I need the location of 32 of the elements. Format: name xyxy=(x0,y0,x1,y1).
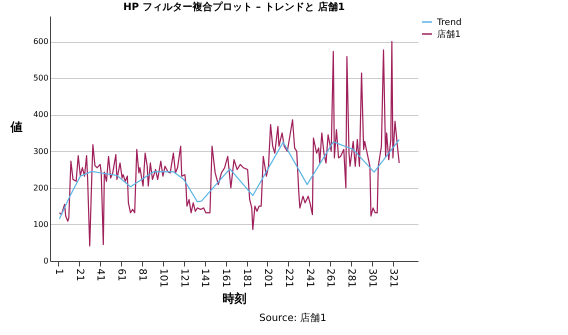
line-series xyxy=(58,138,400,220)
x-tick-label: 301 xyxy=(366,268,378,288)
legend-label: Trend xyxy=(436,18,462,28)
y-tick-label: 200 xyxy=(33,183,48,192)
y-tick-label: 600 xyxy=(33,37,48,46)
x-tick-label: 141 xyxy=(199,268,210,288)
y-tick-label: 0 xyxy=(43,256,48,266)
chart-title: HP フィルター複合プロット – トレンドと 店舗1 xyxy=(123,1,345,13)
y-tick-label: 100 xyxy=(33,220,48,229)
y-axis-title: 値 xyxy=(10,120,22,134)
y-tick-label: 400 xyxy=(33,110,48,120)
x-axis-title: 時刻 xyxy=(222,292,246,306)
legend-label: 店舗1 xyxy=(437,29,461,40)
x-tick-label: 81 xyxy=(136,268,148,282)
x-tick-label: 161 xyxy=(220,268,232,288)
x-tick-label: 41 xyxy=(94,268,106,282)
x-tick-label: 101 xyxy=(157,268,168,288)
x-tick-label: 281 xyxy=(346,268,357,288)
y-tick-label: 500 xyxy=(33,74,48,83)
x-tick-label: 181 xyxy=(241,268,252,288)
x-tick-label: 321 xyxy=(387,268,398,288)
source-note: Source: 店舗1 xyxy=(259,312,327,324)
x-tick-label: 1 xyxy=(52,268,64,275)
line-series xyxy=(58,40,400,247)
x-tick-label: 221 xyxy=(282,268,294,288)
x-tick-label: 121 xyxy=(178,268,190,288)
y-tick-label: 300 xyxy=(33,146,48,156)
x-tick-label: 21 xyxy=(74,268,85,282)
x-tick-label: 201 xyxy=(262,268,273,288)
x-tick-label: 261 xyxy=(324,268,336,288)
x-tick-label: 241 xyxy=(304,268,315,288)
x-tick-label: 61 xyxy=(116,268,127,282)
